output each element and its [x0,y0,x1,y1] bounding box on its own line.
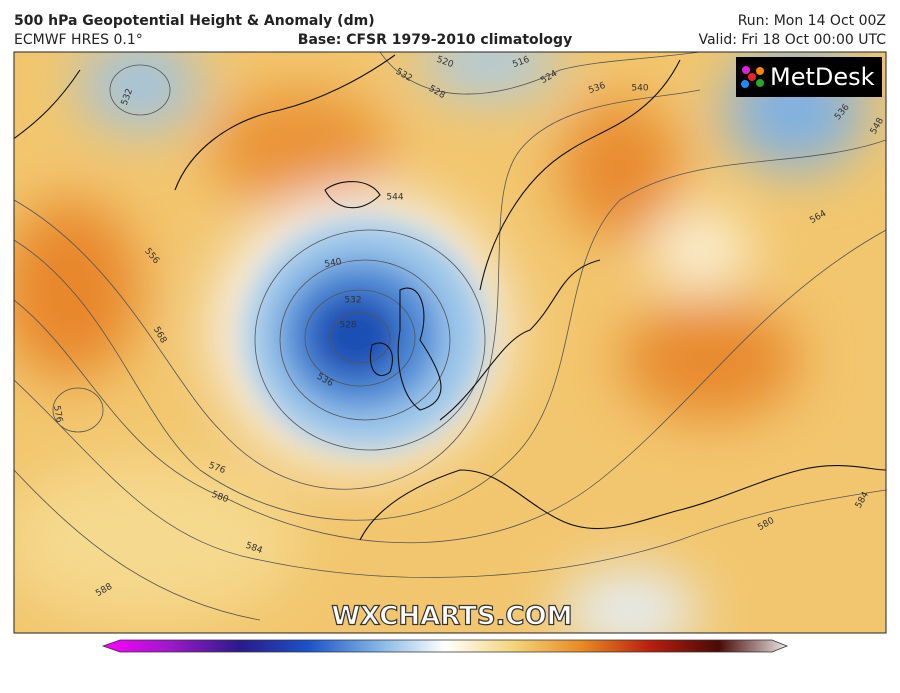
colorbar [101,639,789,653]
valid: Valid: Fri 18 Oct 00:00 UTC [698,32,886,48]
logo: MetDesk [736,57,882,97]
run: Run: Mon 14 Oct 00Z [738,13,886,29]
colorbar-bar [101,639,789,653]
contour-label: 532 [344,296,361,306]
logo-text: MetDesk [770,63,875,91]
watermark: WXCHARTS.COM [331,602,572,632]
map-frame [13,51,887,634]
coastlines [14,54,886,541]
contour-label: 544 [386,193,403,203]
model: ECMWF HRES 0.1° [14,32,143,48]
title: 500 hPa Geopotential Height & Anomaly (d… [14,13,375,29]
base: Base: CFSR 1979-2010 climatology [298,32,572,48]
isohypses [14,52,886,621]
contour-label: 528 [339,321,356,331]
contour-label: 576 [51,405,64,424]
contour-label: 540 [324,257,343,270]
contour-label: 540 [631,84,648,94]
